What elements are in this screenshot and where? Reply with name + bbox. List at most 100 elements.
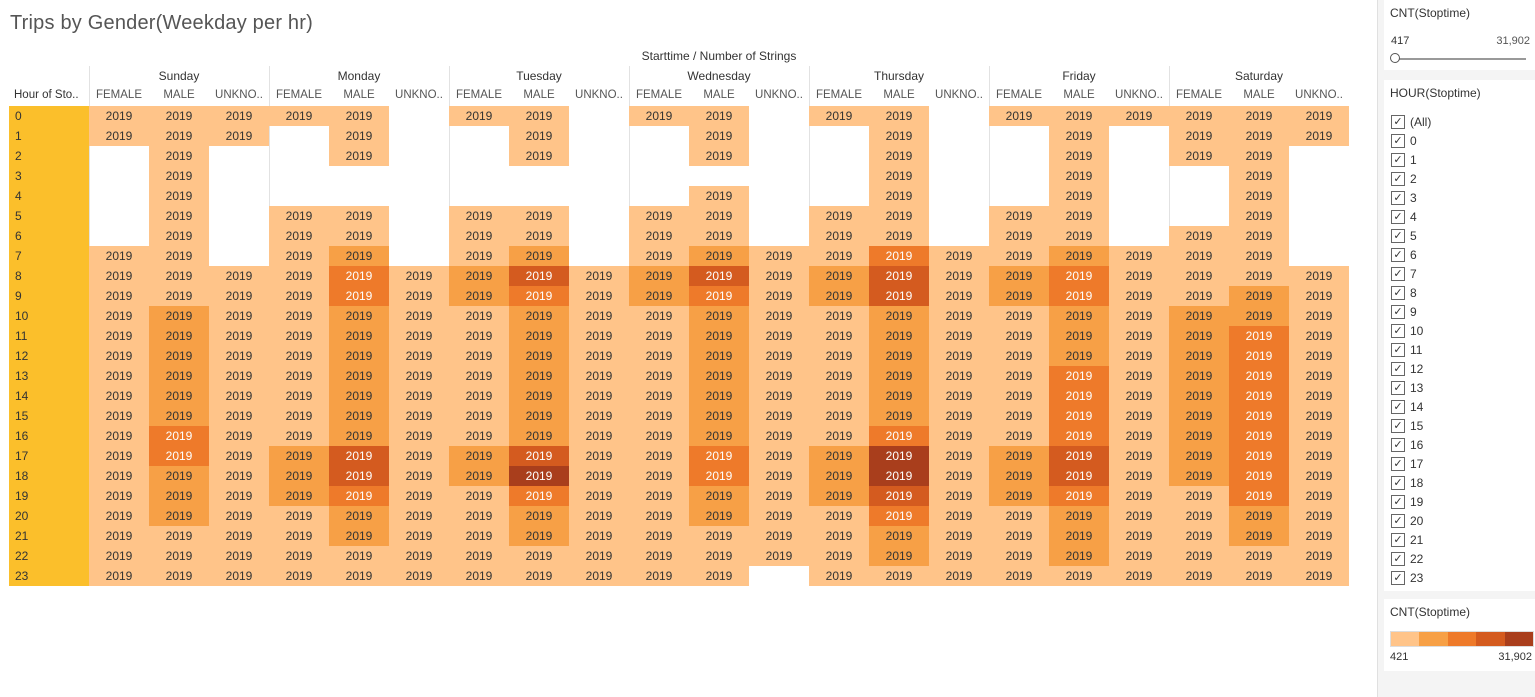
heatmap-cell[interactable]: 2019 xyxy=(1049,406,1109,426)
heatmap-cell[interactable]: 2019 xyxy=(989,486,1049,506)
heatmap-cell[interactable]: 2019 xyxy=(869,206,929,226)
heatmap-cell[interactable]: 2019 xyxy=(1229,166,1289,186)
heatmap-cell[interactable]: 2019 xyxy=(869,126,929,146)
heatmap-cell[interactable]: 2019 xyxy=(989,366,1049,386)
heatmap-cell[interactable]: 2019 xyxy=(929,566,989,586)
checkbox-checked-icon[interactable]: ✓ xyxy=(1391,133,1405,148)
heatmap-cell[interactable]: 2019 xyxy=(269,406,329,426)
hour-filter-option[interactable]: ✓ 20 xyxy=(1391,512,1423,531)
heatmap-cell[interactable]: 2019 xyxy=(629,486,689,506)
heatmap-cell[interactable]: 2019 xyxy=(749,246,809,266)
heatmap-cell[interactable]: 2019 xyxy=(329,246,389,266)
heatmap-cell[interactable]: 2019 xyxy=(1229,126,1289,146)
heatmap-cell[interactable]: 2019 xyxy=(149,146,209,166)
heatmap-cell[interactable]: 2019 xyxy=(89,366,149,386)
heatmap-cell[interactable]: 2019 xyxy=(1109,446,1169,466)
heatmap-cell[interactable]: 2019 xyxy=(329,146,389,166)
heatmap-cell[interactable]: 2019 xyxy=(989,286,1049,306)
heatmap-cell[interactable]: 2019 xyxy=(509,206,569,226)
heatmap-cell[interactable]: 2019 xyxy=(989,206,1049,226)
heatmap-cell[interactable]: 2019 xyxy=(689,266,749,286)
heatmap-cell[interactable]: 2019 xyxy=(1229,266,1289,286)
heatmap-cell[interactable]: 2019 xyxy=(449,206,509,226)
heatmap-cell[interactable]: 2019 xyxy=(929,366,989,386)
heatmap-cell[interactable]: 2019 xyxy=(209,466,269,486)
heatmap-cell[interactable]: 2019 xyxy=(629,506,689,526)
heatmap-cell[interactable]: 2019 xyxy=(1109,406,1169,426)
heatmap-cell[interactable]: 2019 xyxy=(809,266,869,286)
heatmap-cell[interactable]: 2019 xyxy=(149,506,209,526)
heatmap-cell[interactable]: 2019 xyxy=(749,366,809,386)
hour-filter-option[interactable]: ✓ 14 xyxy=(1391,398,1423,417)
heatmap-cell[interactable]: 2019 xyxy=(269,546,329,566)
hour-filter-option[interactable]: ✓ 1 xyxy=(1391,151,1417,170)
heatmap-cell[interactable]: 2019 xyxy=(89,346,149,366)
heatmap-cell[interactable]: 2019 xyxy=(1049,486,1109,506)
heatmap-cell[interactable]: 2019 xyxy=(749,266,809,286)
heatmap-cell[interactable]: 2019 xyxy=(1049,146,1109,166)
heatmap-cell[interactable]: 2019 xyxy=(929,466,989,486)
heatmap-cell[interactable]: 2019 xyxy=(989,546,1049,566)
heatmap-cell[interactable]: 2019 xyxy=(269,106,329,126)
heatmap-cell[interactable]: 2019 xyxy=(869,346,929,366)
heatmap-cell[interactable]: 2019 xyxy=(689,426,749,446)
heatmap-cell[interactable]: 2019 xyxy=(569,346,629,366)
heatmap-cell[interactable]: 2019 xyxy=(869,526,929,546)
heatmap-cell[interactable]: 2019 xyxy=(989,386,1049,406)
heatmap-cell[interactable]: 2019 xyxy=(1169,426,1229,446)
heatmap-cell[interactable]: 2019 xyxy=(509,366,569,386)
heatmap-cell[interactable]: 2019 xyxy=(1109,326,1169,346)
hour-filter-option[interactable]: ✓ 15 xyxy=(1391,417,1423,436)
heatmap-cell[interactable]: 2019 xyxy=(1109,506,1169,526)
heatmap-cell[interactable]: 2019 xyxy=(1289,286,1349,306)
heatmap-cell[interactable]: 2019 xyxy=(149,366,209,386)
heatmap-cell[interactable]: 2019 xyxy=(1289,326,1349,346)
heatmap-cell[interactable]: 2019 xyxy=(89,426,149,446)
heatmap-cell[interactable]: 2019 xyxy=(569,366,629,386)
heatmap-cell[interactable]: 2019 xyxy=(1109,546,1169,566)
heatmap-cell[interactable]: 2019 xyxy=(1169,226,1229,246)
heatmap-cell[interactable]: 2019 xyxy=(989,306,1049,326)
heatmap-cell[interactable]: 2019 xyxy=(329,106,389,126)
heatmap-cell[interactable]: 2019 xyxy=(749,346,809,366)
heatmap-cell[interactable]: 2019 xyxy=(1049,306,1109,326)
heatmap-cell[interactable]: 2019 xyxy=(89,386,149,406)
heatmap-cell[interactable]: 2019 xyxy=(509,306,569,326)
heatmap-cell[interactable]: 2019 xyxy=(329,566,389,586)
heatmap-cell[interactable]: 2019 xyxy=(209,126,269,146)
heatmap-cell[interactable]: 2019 xyxy=(629,306,689,326)
heatmap-cell[interactable]: 2019 xyxy=(1229,366,1289,386)
heatmap-cell[interactable]: 2019 xyxy=(629,226,689,246)
heatmap-cell[interactable]: 2019 xyxy=(749,406,809,426)
heatmap-cell[interactable]: 2019 xyxy=(449,446,509,466)
heatmap-cell[interactable]: 2019 xyxy=(929,446,989,466)
heatmap-cell[interactable]: 2019 xyxy=(629,466,689,486)
heatmap-cell[interactable]: 2019 xyxy=(689,486,749,506)
heatmap-cell[interactable]: 2019 xyxy=(809,426,869,446)
range-slider-track[interactable] xyxy=(1394,58,1526,60)
checkbox-checked-icon[interactable]: ✓ xyxy=(1391,190,1405,205)
heatmap-cell[interactable]: 2019 xyxy=(149,466,209,486)
heatmap-cell[interactable]: 2019 xyxy=(1169,306,1229,326)
heatmap-cell[interactable]: 2019 xyxy=(989,326,1049,346)
heatmap-cell[interactable]: 2019 xyxy=(569,486,629,506)
heatmap-cell[interactable]: 2019 xyxy=(89,266,149,286)
heatmap-cell[interactable]: 2019 xyxy=(509,106,569,126)
heatmap-cell[interactable]: 2019 xyxy=(809,406,869,426)
checkbox-checked-icon[interactable]: ✓ xyxy=(1391,494,1405,509)
heatmap-cell[interactable]: 2019 xyxy=(509,446,569,466)
heatmap-cell[interactable]: 2019 xyxy=(1049,226,1109,246)
heatmap-cell[interactable]: 2019 xyxy=(449,486,509,506)
heatmap-cell[interactable]: 2019 xyxy=(89,406,149,426)
hour-filter-option[interactable]: ✓ 22 xyxy=(1391,550,1423,569)
heatmap-cell[interactable]: 2019 xyxy=(629,566,689,586)
heatmap-cell[interactable]: 2019 xyxy=(1229,286,1289,306)
heatmap-cell[interactable]: 2019 xyxy=(629,286,689,306)
heatmap-cell[interactable]: 2019 xyxy=(989,566,1049,586)
heatmap-cell[interactable]: 2019 xyxy=(1169,526,1229,546)
heatmap-cell[interactable]: 2019 xyxy=(1169,366,1229,386)
heatmap-cell[interactable]: 2019 xyxy=(629,246,689,266)
heatmap-cell[interactable]: 2019 xyxy=(1049,566,1109,586)
heatmap-cell[interactable]: 2019 xyxy=(869,286,929,306)
heatmap-cell[interactable]: 2019 xyxy=(1229,466,1289,486)
